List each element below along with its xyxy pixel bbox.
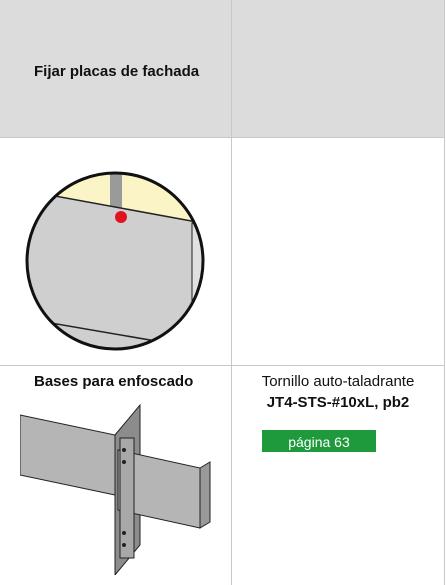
cell-title: Bases para enfoscado (34, 373, 194, 390)
header-right-cell (232, 0, 444, 137)
illustration-bracket (20, 403, 211, 575)
page-link[interactable]: página 63 (262, 430, 376, 452)
product-description: Tornillo auto-taladrante (261, 373, 415, 390)
column-divider (231, 0, 232, 585)
product-code: JT4-STS-#10xL, pb2 (266, 394, 410, 411)
header-left-cell (0, 0, 231, 137)
row-divider (0, 365, 445, 366)
right-border (444, 0, 445, 585)
illustration-panel (25, 171, 205, 351)
row-divider (0, 137, 445, 138)
cell-title: Fijar placas de fachada (34, 63, 200, 80)
